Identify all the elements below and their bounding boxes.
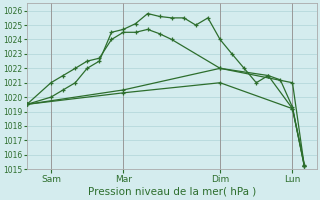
X-axis label: Pression niveau de la mer( hPa ): Pression niveau de la mer( hPa ) <box>88 187 256 197</box>
